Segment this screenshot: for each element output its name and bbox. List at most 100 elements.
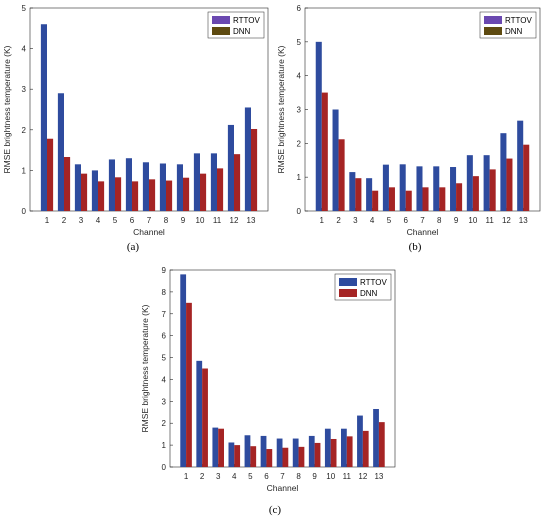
bar-dnn-channel-11 [489, 169, 496, 211]
y-tick-label: 0 [297, 207, 302, 216]
y-tick-label: 3 [22, 85, 27, 94]
bar-dnn-channel-1 [321, 92, 328, 211]
legend-label-dnn: DNN [233, 27, 251, 36]
y-tick-label: 5 [22, 4, 27, 13]
bar-rttov-channel-1 [180, 274, 187, 467]
legend-swatch-dnn [339, 289, 357, 297]
bar-dnn-channel-11 [346, 436, 353, 467]
bar-dnn-channel-2 [338, 139, 345, 211]
legend-swatch-rttov [339, 278, 357, 286]
y-tick-label: 1 [162, 441, 167, 450]
bar-rttov-channel-2 [196, 360, 203, 467]
legend-swatch-rttov [484, 16, 502, 24]
x-tick-label: 5 [113, 216, 118, 225]
bar-rttov-channel-8 [433, 166, 440, 211]
x-tick-label: 11 [343, 472, 352, 481]
y-tick-label: 1 [22, 166, 27, 175]
y-tick-label: 4 [297, 72, 302, 81]
bar-dnn-channel-10 [200, 173, 207, 211]
bar-rttov-channel-12 [500, 133, 507, 211]
bar-dnn-channel-5 [250, 446, 257, 467]
y-tick-label: 9 [162, 266, 167, 275]
bar-dnn-channel-5 [115, 177, 122, 211]
x-tick-label: 5 [387, 216, 392, 225]
bar-rttov-channel-4 [91, 170, 98, 211]
y-tick-label: 4 [162, 375, 167, 384]
bar-rttov-channel-9 [450, 167, 457, 211]
legend: RTTOV DNN [207, 11, 265, 39]
y-tick-label: 4 [22, 45, 27, 54]
bar-rttov-channel-4 [366, 178, 373, 211]
bar-dnn-channel-2 [202, 368, 208, 467]
x-tick-label: 13 [374, 472, 383, 481]
bar-rttov-channel-1 [315, 41, 322, 212]
y-tick-label: 2 [162, 419, 167, 428]
bar-rttov-channel-6 [399, 164, 406, 211]
legend-swatch-dnn [484, 27, 502, 35]
y-tick-label: 3 [162, 397, 167, 406]
y-tick-label: 1 [297, 173, 302, 182]
bar-rttov-channel-9 [176, 164, 183, 211]
x-tick-label: 5 [248, 472, 253, 481]
x-tick-label: 9 [181, 216, 186, 225]
y-tick-label: 2 [297, 139, 302, 148]
bar-rttov-channel-11 [341, 428, 347, 467]
legend: RTTOV DNN [479, 11, 537, 39]
bar-dnn-channel-3 [81, 173, 88, 211]
bar-dnn-channel-6 [405, 190, 412, 211]
bar-rttov-channel-8 [159, 163, 166, 211]
bar-rttov-channel-12 [227, 124, 234, 211]
y-axis-label: RMSE brightness temperature (K) [140, 304, 150, 432]
x-tick-label: 1 [184, 472, 189, 481]
bar-rttov-channel-11 [210, 153, 217, 211]
bar-rttov-channel-10 [193, 153, 200, 211]
y-tick-label: 0 [162, 463, 167, 472]
bar-dnn-channel-9 [314, 442, 321, 467]
x-tick-label: 4 [370, 216, 375, 225]
x-tick-label: 7 [420, 216, 425, 225]
bar-dnn-channel-7 [149, 179, 156, 211]
x-tick-label: 11 [485, 216, 494, 225]
panel-caption: (b) [409, 241, 422, 253]
x-tick-label: 9 [454, 216, 459, 225]
bar-rttov-channel-6 [125, 158, 132, 211]
bar-rttov-channel-2 [57, 93, 64, 211]
x-tick-label: 10 [196, 216, 205, 225]
bar-rttov-channel-1 [40, 24, 47, 211]
panel-caption: (a) [127, 241, 140, 253]
bar-dnn-channel-4 [98, 181, 105, 211]
bar-dnn-channel-7 [422, 187, 429, 211]
bar-rttov-channel-2 [332, 109, 339, 211]
bar-dnn-channel-13 [523, 144, 530, 211]
bar-rttov-channel-9 [308, 435, 315, 467]
x-axis-label: Channel [407, 227, 439, 237]
bar-dnn-channel-10 [330, 438, 337, 467]
y-tick-label: 6 [297, 4, 302, 13]
x-tick-label: 8 [164, 216, 169, 225]
x-tick-label: 6 [130, 216, 135, 225]
x-tick-label: 2 [62, 216, 67, 225]
bar-rttov-channel-12 [357, 415, 363, 467]
bar-rttov-channel-4 [228, 442, 235, 467]
bar-rttov-channel-8 [292, 438, 299, 467]
bar-dnn-channel-13 [378, 422, 385, 467]
legend-label-rttov: RTTOV [233, 16, 260, 25]
x-tick-label: 11 [213, 216, 222, 225]
x-tick-label: 3 [216, 472, 221, 481]
bar-dnn-channel-2 [64, 157, 71, 211]
y-tick-label: 5 [297, 38, 302, 47]
x-tick-label: 6 [403, 216, 408, 225]
bar-dnn-channel-8 [166, 180, 173, 211]
y-tick-label: 3 [297, 106, 302, 115]
bar-dnn-channel-13 [251, 128, 258, 211]
bar-dnn-channel-4 [372, 190, 379, 211]
bar-dnn-channel-7 [282, 447, 289, 467]
x-tick-label: 10 [468, 216, 477, 225]
x-tick-label: 12 [230, 216, 239, 225]
bar-dnn-channel-12 [506, 158, 513, 211]
x-tick-label: 13 [247, 216, 256, 225]
x-tick-label: 4 [96, 216, 101, 225]
